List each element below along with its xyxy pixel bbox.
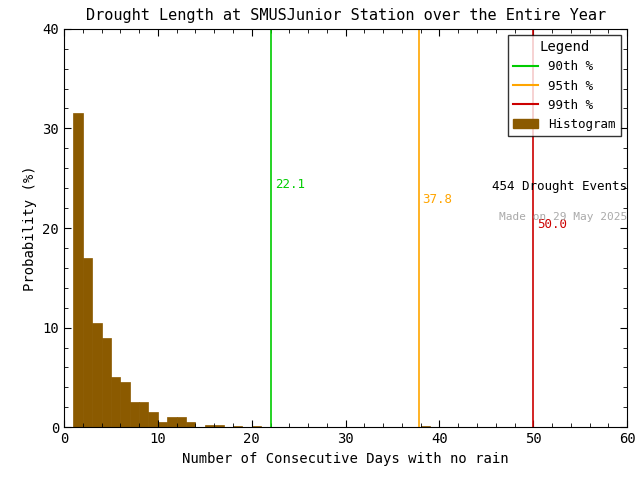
Title: Drought Length at SMUSJunior Station over the Entire Year: Drought Length at SMUSJunior Station ove… xyxy=(86,9,605,24)
X-axis label: Number of Consecutive Days with no rain: Number of Consecutive Days with no rain xyxy=(182,452,509,466)
Bar xyxy=(148,412,158,427)
Bar xyxy=(186,422,195,427)
Bar xyxy=(130,402,139,427)
Bar xyxy=(233,426,243,427)
Bar xyxy=(214,425,223,427)
Y-axis label: Probability (%): Probability (%) xyxy=(23,165,37,291)
Bar xyxy=(102,337,111,427)
Text: 50.0: 50.0 xyxy=(537,218,567,231)
Bar xyxy=(167,417,177,427)
Bar xyxy=(252,426,261,427)
Bar xyxy=(83,258,92,427)
Text: 37.8: 37.8 xyxy=(422,193,452,206)
Text: 22.1: 22.1 xyxy=(275,178,305,191)
Bar xyxy=(111,377,120,427)
Bar xyxy=(205,425,214,427)
Bar xyxy=(74,113,83,427)
Bar xyxy=(177,417,186,427)
Text: Made on 29 May 2025: Made on 29 May 2025 xyxy=(499,212,627,222)
Bar xyxy=(120,383,130,427)
Bar xyxy=(158,422,167,427)
Bar xyxy=(420,426,430,427)
Bar xyxy=(92,323,102,427)
Bar xyxy=(139,402,148,427)
Text: 454 Drought Events: 454 Drought Events xyxy=(492,180,627,193)
Legend: 90th %, 95th %, 99th %, Histogram: 90th %, 95th %, 99th %, Histogram xyxy=(508,35,621,136)
